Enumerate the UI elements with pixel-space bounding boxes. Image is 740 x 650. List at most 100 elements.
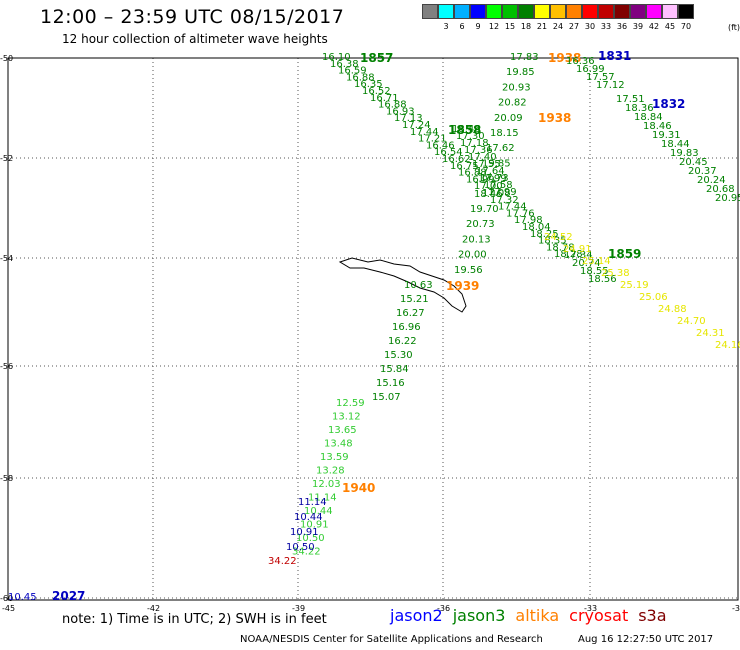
legend-color	[486, 4, 502, 19]
swh-value: 16.10	[322, 52, 351, 63]
swh-value: 13.65	[328, 425, 357, 436]
legend-color	[598, 4, 614, 19]
swh-value: 17.55	[472, 159, 501, 170]
swh-value: 18.44	[661, 139, 690, 150]
swh-value: 34.22	[268, 556, 297, 567]
legend-color	[550, 4, 566, 19]
swh-value: 10.91	[290, 527, 319, 538]
swh-value: 11.14	[298, 497, 327, 508]
island-outline	[338, 257, 467, 313]
swh-value: 17.99	[478, 174, 507, 185]
pass-time-label: 1939	[446, 279, 479, 293]
legend-label: 12	[488, 22, 500, 31]
swh-value: 24.88	[658, 304, 687, 315]
lon-label: -39	[292, 604, 305, 613]
swh-value: 18.36	[625, 103, 654, 114]
pass-time-label: 1831	[598, 49, 631, 63]
swh-value: 16.22	[388, 336, 417, 347]
legend-swatch: 42	[646, 4, 662, 31]
swh-value: 20.74	[572, 258, 601, 269]
swh-value: 10.91	[300, 520, 329, 531]
legend-label: 39	[632, 22, 644, 31]
legend-swatch: 24	[550, 4, 566, 31]
swh-value: 17.57	[586, 72, 615, 83]
legend-color	[678, 4, 694, 19]
swh-value: 18.46	[643, 121, 672, 132]
swh-value: 17.40	[468, 152, 497, 163]
swh-value: 17.44	[410, 127, 439, 138]
generated-timestamp: Aug 16 12:27:50 UTC 2017	[578, 634, 714, 645]
swh-value: 17.12	[596, 80, 625, 91]
swh-value: 17.34	[564, 250, 593, 261]
swh-value: 16.52	[362, 86, 391, 97]
swh-value: 17.24	[402, 120, 431, 131]
legend-label: 15	[504, 22, 516, 31]
swh-value: 24.70	[677, 316, 706, 327]
swh-value: 13.12	[332, 412, 361, 423]
legend-swatch: 30	[582, 4, 598, 31]
swh-value: 18.46	[474, 189, 503, 200]
swh-value: 20.93	[502, 82, 531, 93]
pass-time-label: 2027	[52, 589, 85, 603]
credit-line: NOAA/NESDIS Center for Satellite Applica…	[240, 634, 543, 645]
legend-swatch: 3	[438, 4, 454, 31]
swh-value: 17.51	[616, 94, 645, 105]
swh-value: 20.00	[458, 250, 487, 261]
legend-color	[422, 4, 438, 19]
legend-swatch: 9	[470, 4, 486, 31]
swh-value: 16.88	[458, 168, 487, 179]
legend-color	[438, 4, 454, 19]
swh-value: 12.03	[312, 479, 341, 490]
legend-swatch: 27	[566, 4, 582, 31]
swh-value: 16.36	[566, 56, 595, 67]
legend-label: 3	[443, 22, 449, 31]
swh-value: 12.59	[336, 398, 365, 409]
legend-swatch: 33	[598, 4, 614, 31]
swh-value: 10.44	[294, 512, 323, 523]
swh-value: 24.31	[696, 328, 725, 339]
legend-swatch: 45	[662, 4, 678, 31]
swh-value: 24.16	[715, 340, 740, 351]
legend-color	[518, 4, 534, 19]
swh-value: 18.28	[554, 249, 583, 260]
swh-value: 20.68	[706, 184, 735, 195]
swh-value: 19.56	[454, 265, 483, 276]
swh-value: 20.73	[466, 219, 495, 230]
satellite-jason2: jason2	[390, 606, 443, 625]
legend-color	[614, 4, 630, 19]
swh-value: 16.93	[386, 106, 415, 117]
pass-time-label: 1857	[360, 51, 393, 65]
swh-value: 19.83	[670, 148, 699, 159]
swh-value: 17.44	[498, 202, 527, 213]
satellite-legend: jason2 jason3 altika cryosat s3a	[390, 606, 677, 625]
legend-color	[454, 4, 470, 19]
swh-value: 15.30	[384, 350, 413, 361]
swh-value: 18.46	[452, 124, 481, 135]
legend-color	[470, 4, 486, 19]
swh-value: 17.73	[480, 173, 509, 184]
swh-value: 17.08	[482, 188, 511, 199]
legend-label: 21	[536, 22, 548, 31]
swh-value: 16.62	[442, 154, 471, 165]
legend-color	[582, 4, 598, 19]
legend-unit: (ft)	[728, 23, 740, 32]
footer-note: note: 1) Time is in UTC; 2) SWH is in fe…	[62, 612, 327, 627]
legend-color	[502, 4, 518, 19]
swh-value: 18.55	[580, 266, 609, 277]
lon-label: -42	[147, 604, 160, 613]
swh-value: 20.13	[462, 234, 491, 245]
swh-value: 20.37	[688, 166, 717, 177]
legend-label: 27	[568, 22, 580, 31]
satellite-altika: altika	[515, 606, 560, 625]
swh-value: 18.35	[538, 236, 567, 247]
swh-value: 16.27	[396, 308, 425, 319]
swh-value: 24.52	[544, 232, 573, 243]
swh-value: 13.59	[320, 452, 349, 463]
color-legend: 3 6 9 12 15 18 21 24 27 30 33 36 39 42 45 70 (ft)	[422, 4, 740, 32]
legend-swatch: 15	[502, 4, 518, 31]
legend-swatch: 36	[614, 4, 630, 31]
lon-label: -45	[2, 604, 15, 613]
legend-swatch: 18	[518, 4, 534, 31]
swh-value: 16.75	[450, 161, 479, 172]
